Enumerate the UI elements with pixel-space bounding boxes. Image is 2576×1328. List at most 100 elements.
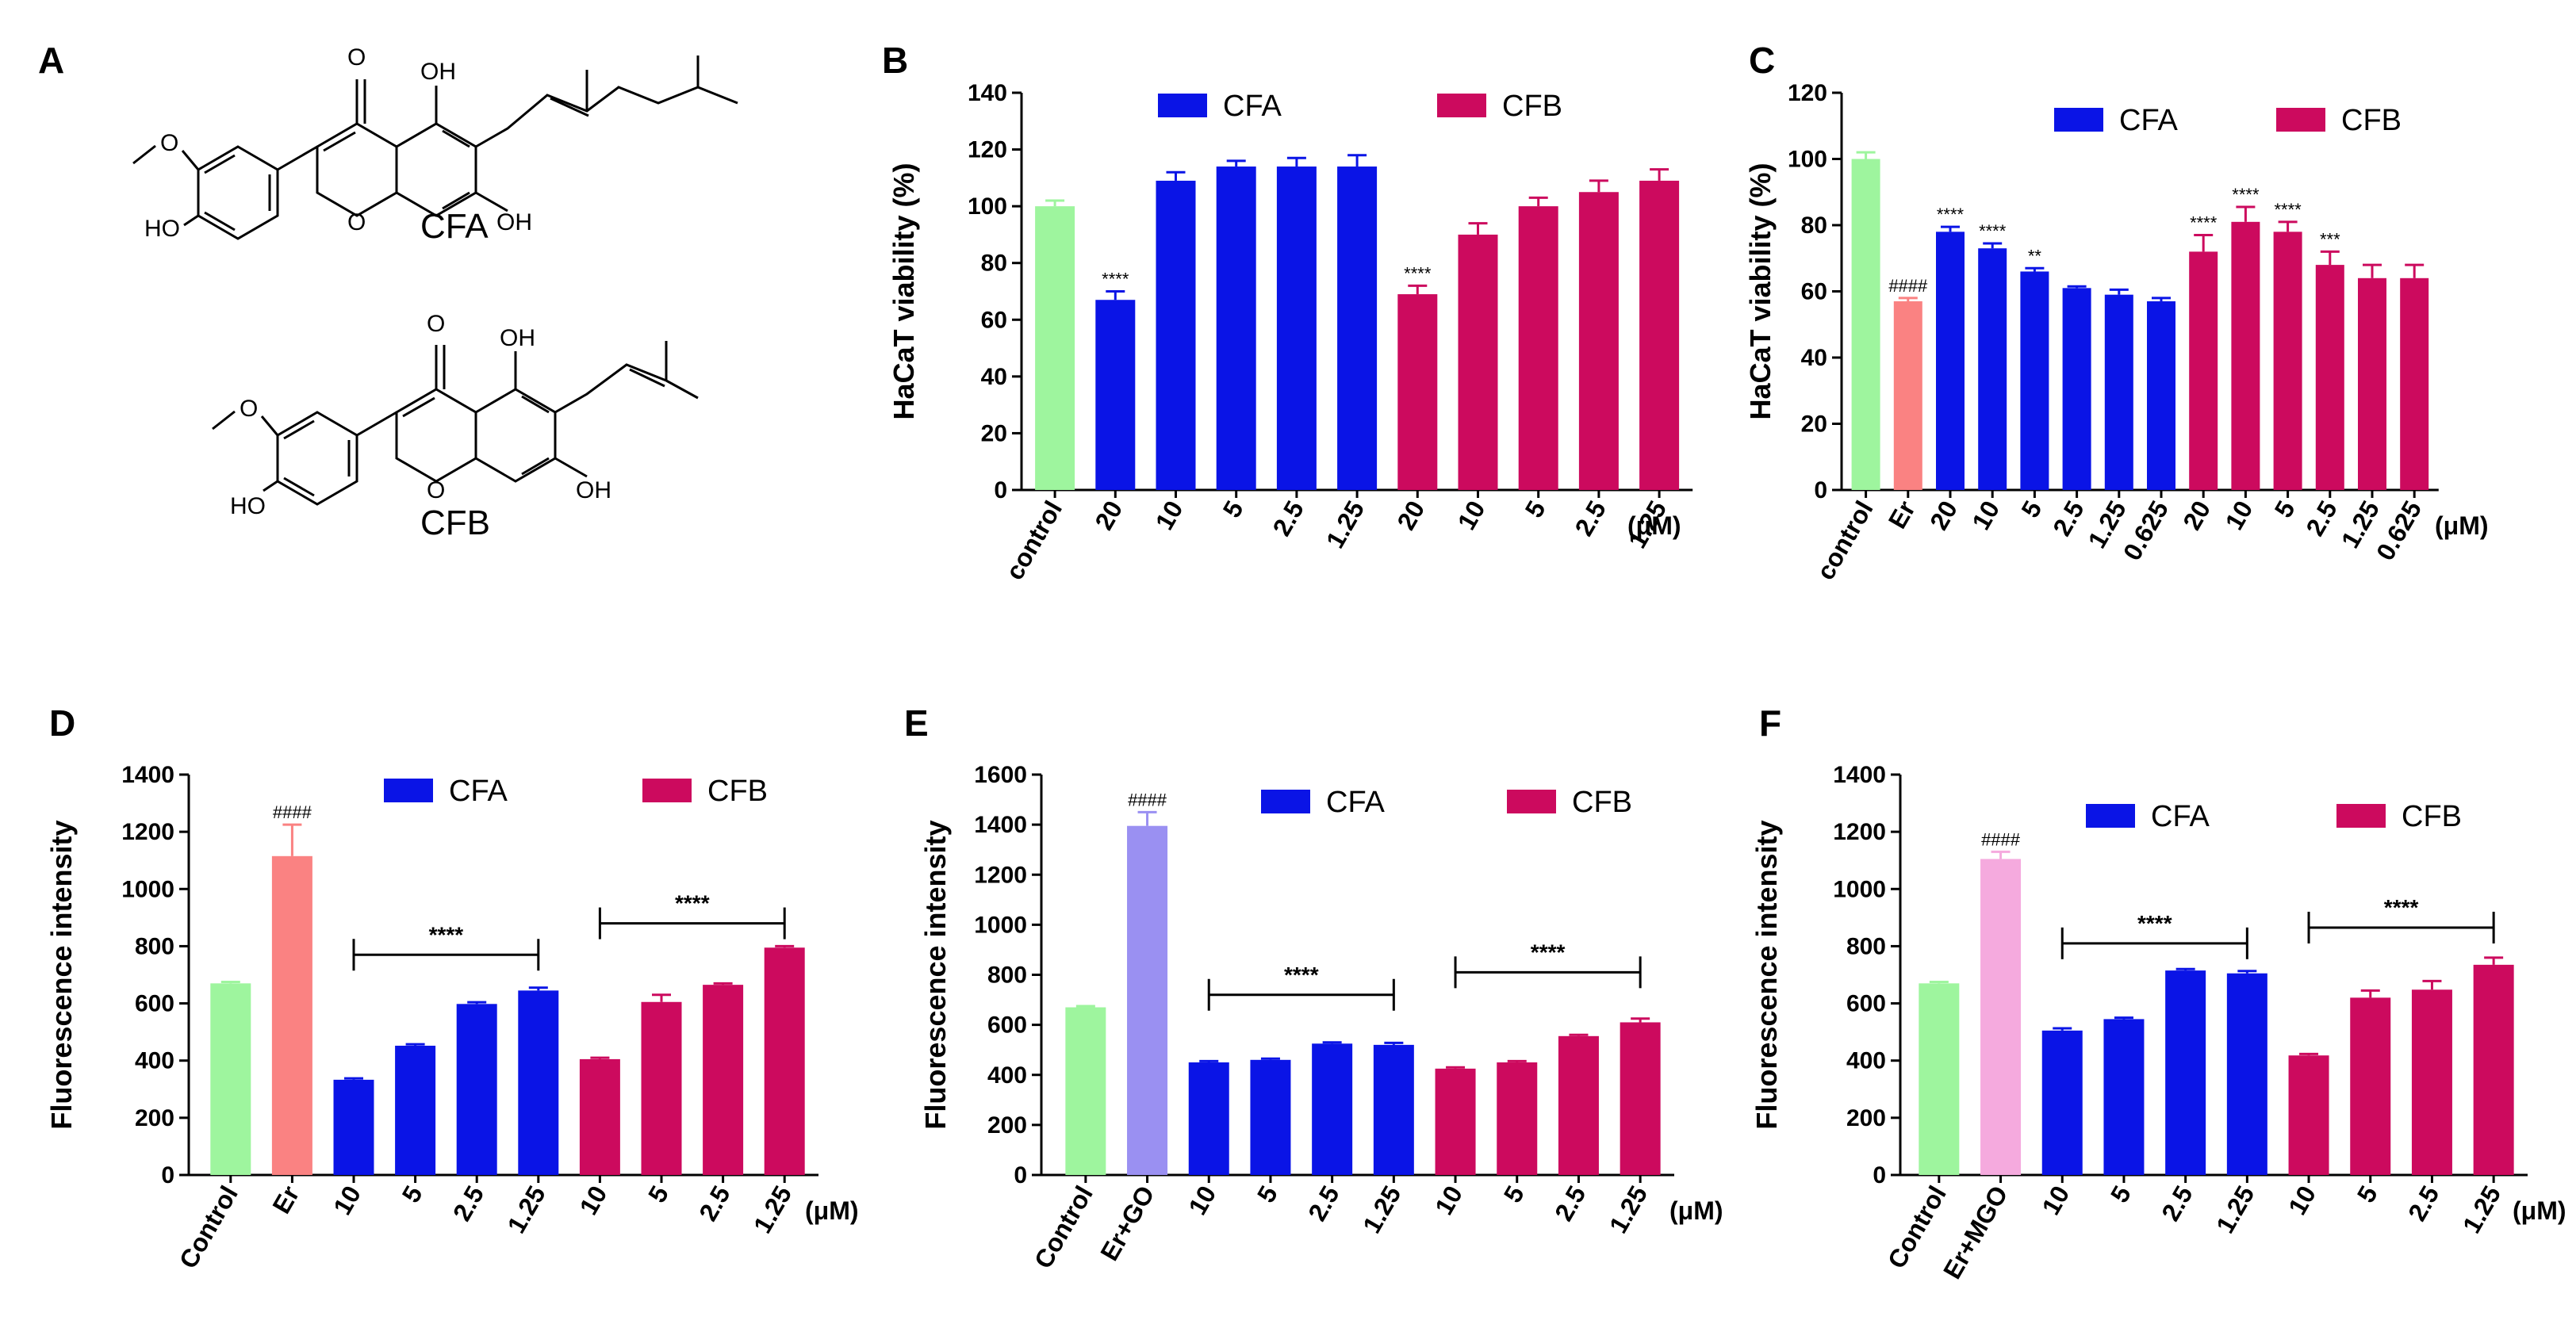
x-tick-label: 5 xyxy=(1217,496,1249,522)
cfa-atom-ho: HO xyxy=(144,216,180,242)
bar-cfa xyxy=(1188,1062,1229,1175)
bar-cfb xyxy=(2231,221,2260,490)
significance-mark: #### xyxy=(1981,829,2021,849)
legend-label-cfb: CFB xyxy=(2341,104,2402,137)
x-tick-label: 10 xyxy=(1966,496,2005,535)
y-tick-label: 1000 xyxy=(121,876,174,902)
x-tick-label: 2.5 xyxy=(1549,1181,1591,1227)
bar-control xyxy=(210,983,251,1175)
bar-cfb xyxy=(641,1001,682,1175)
y-tick-label: 800 xyxy=(135,933,174,959)
bar-er_mgo xyxy=(1980,859,2022,1175)
legend-label-cfb: CFB xyxy=(1572,786,1632,819)
x-tick-label: 5 xyxy=(1520,496,1551,522)
x-tick-label: 0.625 xyxy=(2371,496,2427,565)
bar-cfb xyxy=(1397,294,1438,490)
bar-cfb xyxy=(2473,964,2514,1175)
significance-mark: **** xyxy=(2274,200,2302,220)
panel-label-b: B xyxy=(882,40,908,81)
x-tick-label: 10 xyxy=(328,1181,366,1220)
bar-cfa xyxy=(2020,271,2049,490)
bar-control xyxy=(1851,159,1880,490)
y-tick-label: 1000 xyxy=(1833,876,1886,902)
legend-swatch-cfb xyxy=(1437,94,1486,117)
bar-cfa xyxy=(1095,300,1136,490)
y-tick-label: 400 xyxy=(135,1048,174,1074)
legend-swatch-cfa xyxy=(2086,804,2135,828)
x-tick-label: 10 xyxy=(573,1181,612,1220)
x-tick-label: 10 xyxy=(1183,1181,1221,1220)
y-tick-label: 1400 xyxy=(974,812,1027,838)
y-tick-label: 0 xyxy=(1873,1162,1886,1188)
y-tick-label: 1200 xyxy=(121,819,174,845)
legend-swatch-cfa xyxy=(2054,108,2103,132)
legend-label-cfa: CFA xyxy=(1326,786,1386,819)
x-tick-label: Control xyxy=(1029,1181,1098,1274)
bar-cfa xyxy=(1373,1044,1414,1175)
cfb-atom-ho: HO xyxy=(230,493,266,519)
x-tick-label: 5 xyxy=(2269,496,2301,522)
legend-label-cfa: CFA xyxy=(1223,90,1282,123)
legend-swatch-cfa xyxy=(384,779,433,802)
x-tick-label: 20 xyxy=(2177,496,2216,535)
bar-cfb xyxy=(579,1058,620,1175)
x-tick-label: 2.5 xyxy=(1267,496,1309,542)
legend-swatch-cfb xyxy=(1507,790,1556,813)
x-unit-label: (μM) xyxy=(1669,1196,1723,1225)
chart-b: 0 20 40 60 80 100 120 140 HaCaT viability (%) con… xyxy=(887,80,1693,584)
bar-cfa xyxy=(1250,1059,1291,1175)
x-tick-label: 1.25 xyxy=(1604,1181,1653,1238)
x-tick-label: 10 xyxy=(1429,1181,1468,1220)
bracket-label: **** xyxy=(2384,895,2419,920)
y-tick-label: 0 xyxy=(994,477,1007,503)
y-tick-label: 120 xyxy=(968,137,1007,163)
bar-cfa xyxy=(2147,301,2175,490)
legend-label-cfb: CFB xyxy=(707,775,768,808)
panel-label-a: A xyxy=(38,40,64,81)
x-tick-label: 2.5 xyxy=(2156,1181,2198,1227)
significance-mark: #### xyxy=(1888,276,1928,296)
y-tick-label: 1000 xyxy=(974,912,1027,938)
x-tick-label: 5 xyxy=(642,1181,674,1207)
bar-cfa xyxy=(1337,166,1378,491)
cfb-atom-oh-5: OH xyxy=(500,325,535,351)
bracket-label: **** xyxy=(429,922,464,947)
bar-cfa xyxy=(395,1045,436,1175)
x-tick-label: 2.5 xyxy=(447,1181,489,1227)
cfa-atom-o-methoxy: O xyxy=(160,130,178,156)
chart-d: 0 200 400 600 800 1000 1200 1400 Fluorescence in… xyxy=(45,762,859,1273)
cfa-atom-o-ring: O xyxy=(347,209,366,235)
bar-cfb xyxy=(764,947,805,1175)
x-tick-label: 20 xyxy=(1924,496,1963,535)
y-tick-label: 1400 xyxy=(1833,762,1886,788)
significance-mark: #### xyxy=(1128,790,1167,809)
y-tick-label: 600 xyxy=(1846,991,1886,1017)
y-tick-label: 400 xyxy=(1846,1048,1886,1074)
y-tick-label: 600 xyxy=(987,1012,1027,1039)
bar-cfb xyxy=(2358,277,2386,490)
bar-cfa xyxy=(2041,1030,2083,1175)
cfb-name: CFB xyxy=(420,503,490,542)
panel-label-d: D xyxy=(49,702,75,744)
significance-mark: ** xyxy=(2028,246,2042,266)
y-axis-label: Fluorescence intensity xyxy=(919,820,952,1129)
x-tick-label: 2.5 xyxy=(1302,1181,1344,1227)
legend-label-cfa: CFA xyxy=(449,775,508,808)
bar-cfa xyxy=(456,1004,497,1175)
bar-cfb xyxy=(1435,1068,1476,1175)
y-tick-label: 800 xyxy=(1846,933,1886,959)
bar-cfb xyxy=(1497,1062,1538,1175)
y-tick-label: 60 xyxy=(1801,279,1827,305)
significance-mark: **** xyxy=(1404,263,1432,283)
x-tick-label: 5 xyxy=(1498,1181,1530,1207)
bar-cfa xyxy=(333,1079,374,1175)
significance-mark: **** xyxy=(1102,270,1129,289)
bar-cfb xyxy=(1620,1022,1661,1175)
bar-er xyxy=(1893,301,1922,490)
y-tick-label: 400 xyxy=(987,1062,1027,1089)
bar-control xyxy=(1919,983,1960,1175)
y-tick-label: 60 xyxy=(981,307,1007,333)
bar-cfa xyxy=(2165,970,2206,1175)
x-tick-label: Control xyxy=(174,1181,243,1274)
